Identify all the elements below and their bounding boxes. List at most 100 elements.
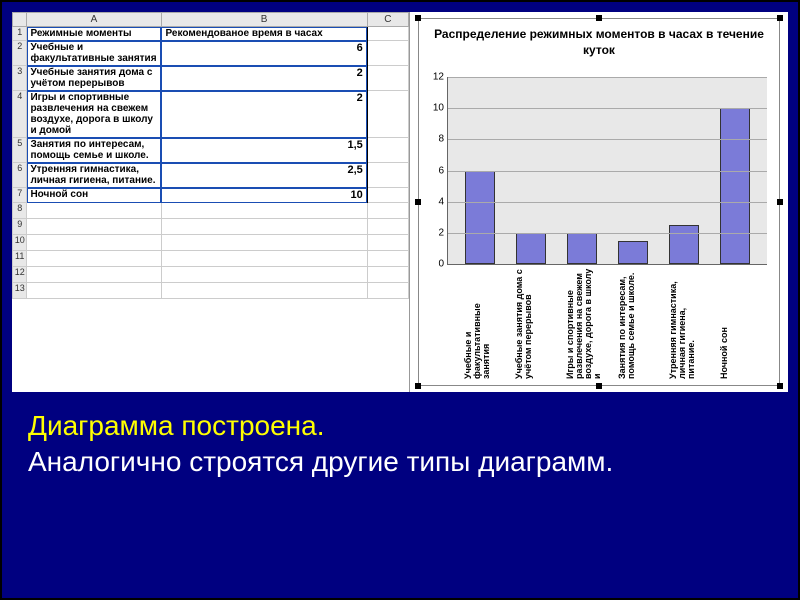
resize-handle[interactable] (415, 15, 421, 21)
y-tick-label: 2 (438, 227, 448, 238)
bar (720, 108, 750, 264)
resize-handle[interactable] (596, 383, 602, 389)
cell-empty[interactable] (367, 91, 408, 138)
cell-empty[interactable] (161, 251, 367, 267)
slide: A B C 1 Режимные моменты Рекомендованое … (0, 0, 800, 600)
table-row: 5Занятия по интересам, помощь семье и шк… (13, 138, 409, 163)
cell-empty[interactable] (161, 203, 367, 219)
row-number[interactable]: 2 (13, 41, 27, 66)
row-number[interactable]: 7 (13, 188, 27, 203)
bar (618, 241, 648, 264)
cell-empty[interactable] (367, 163, 408, 188)
chart-object[interactable]: Распределение режимных моментов в часах … (418, 18, 780, 386)
cell-empty[interactable] (367, 267, 408, 283)
cell-empty[interactable] (161, 267, 367, 283)
cell-label[interactable]: Утренняя гимнастика, личная гигиена, пит… (27, 163, 161, 188)
y-tick-label: 12 (433, 72, 448, 83)
caption-line-1: Диаграмма построена. (28, 408, 772, 444)
cell-value[interactable]: 1,5 (161, 138, 367, 163)
resize-handle[interactable] (777, 15, 783, 21)
bar (567, 233, 597, 264)
cell-empty[interactable] (367, 203, 408, 219)
x-tick-label: Утренняя гимнастика, личная гигиена, пит… (669, 267, 699, 379)
col-header-a[interactable]: A (27, 13, 161, 27)
cell-b1[interactable]: Рекомендованое время в часах (161, 27, 367, 41)
cell-empty[interactable] (161, 283, 367, 299)
cell-label[interactable]: Учебные занятия дома с учётом перерывов (27, 66, 161, 91)
cell-empty[interactable] (367, 66, 408, 91)
cell-label[interactable]: Учебные и факультативные занятия (27, 41, 161, 66)
bar (516, 233, 546, 264)
caption-line-2: Аналогично строятся другие типы диаграмм… (28, 444, 772, 480)
grid-line (448, 202, 767, 203)
x-tick-label: Игры и спортивные развлечения на свежем … (566, 267, 596, 379)
resize-handle[interactable] (415, 199, 421, 205)
table-row: 7Ночной сон10 (13, 188, 409, 203)
cell-empty[interactable] (27, 251, 161, 267)
table-row: 8 (13, 203, 409, 219)
cell-empty[interactable] (27, 267, 161, 283)
x-tick-label: Ночной сон (720, 267, 750, 379)
col-header-c[interactable]: C (367, 13, 408, 27)
chart-title: Распределение режимных моментов в часах … (419, 19, 779, 62)
column-header-row: A B C (13, 13, 409, 27)
cell-label[interactable]: Занятия по интересам, помощь семье и шко… (27, 138, 161, 163)
cell-c1[interactable] (367, 27, 408, 41)
sheet-table: A B C 1 Режимные моменты Рекомендованое … (12, 12, 409, 299)
x-axis-labels: Учебные и факультативные занятияУчебные … (447, 267, 767, 379)
cell-empty[interactable] (161, 219, 367, 235)
row-number[interactable]: 6 (13, 163, 27, 188)
col-header-b[interactable]: B (161, 13, 367, 27)
cell-empty[interactable] (27, 283, 161, 299)
y-tick-label: 10 (433, 103, 448, 114)
cell-empty[interactable] (27, 235, 161, 251)
row-number[interactable]: 11 (13, 251, 27, 267)
resize-handle[interactable] (596, 15, 602, 21)
bar (465, 171, 495, 265)
cell-empty[interactable] (367, 251, 408, 267)
cell-label[interactable]: Игры и спортивные развлечения на свежем … (27, 91, 161, 138)
row-number[interactable]: 8 (13, 203, 27, 219)
header-row: 1 Режимные моменты Рекомендованое время … (13, 27, 409, 41)
row-number[interactable]: 12 (13, 267, 27, 283)
resize-handle[interactable] (777, 383, 783, 389)
cell-label[interactable]: Ночной сон (27, 188, 161, 203)
cell-a1[interactable]: Режимные моменты (27, 27, 161, 41)
grid-line (448, 139, 767, 140)
row-number[interactable]: 1 (13, 27, 27, 41)
resize-handle[interactable] (777, 199, 783, 205)
corner-cell[interactable] (13, 13, 27, 27)
cell-empty[interactable] (367, 235, 408, 251)
row-number[interactable]: 9 (13, 219, 27, 235)
row-number[interactable]: 13 (13, 283, 27, 299)
row-number[interactable]: 4 (13, 91, 27, 138)
cell-empty[interactable] (27, 219, 161, 235)
grid-line (448, 108, 767, 109)
cell-empty[interactable] (367, 219, 408, 235)
cell-empty[interactable] (367, 283, 408, 299)
cell-empty[interactable] (161, 235, 367, 251)
table-row: 9 (13, 219, 409, 235)
cell-value[interactable]: 10 (161, 188, 367, 203)
y-tick-label: 6 (438, 165, 448, 176)
row-number[interactable]: 10 (13, 235, 27, 251)
y-tick-label: 8 (438, 134, 448, 145)
resize-handle[interactable] (415, 383, 421, 389)
cell-value[interactable]: 2,5 (161, 163, 367, 188)
y-tick-label: 4 (438, 196, 448, 207)
cell-empty[interactable] (367, 188, 408, 203)
cell-empty[interactable] (367, 41, 408, 66)
caption: Диаграмма построена. Аналогично строятся… (28, 408, 772, 481)
cell-value[interactable]: 2 (161, 91, 367, 138)
table-row: 11 (13, 251, 409, 267)
cell-empty[interactable] (27, 203, 161, 219)
cell-empty[interactable] (367, 138, 408, 163)
row-number[interactable]: 3 (13, 66, 27, 91)
row-number[interactable]: 5 (13, 138, 27, 163)
table-row: 6Утренняя гимнастика, личная гигиена, пи… (13, 163, 409, 188)
bar (669, 225, 699, 264)
spreadsheet[interactable]: A B C 1 Режимные моменты Рекомендованое … (12, 12, 410, 392)
table-row: 13 (13, 283, 409, 299)
cell-value[interactable]: 2 (161, 66, 367, 91)
cell-value[interactable]: 6 (161, 41, 367, 66)
